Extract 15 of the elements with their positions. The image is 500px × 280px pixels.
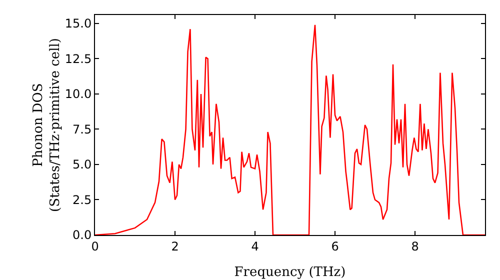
y-tick-label: 10.0	[64, 87, 92, 102]
y-tick-label: 12.5	[64, 52, 92, 66]
y-tick-label: 2.5	[72, 192, 92, 207]
y-tick-label: 15.0	[64, 16, 92, 31]
x-tick-label: 4	[251, 239, 259, 254]
y-tick-label: 7.5	[72, 122, 92, 136]
x-axis-title: Frequency (THz)	[234, 265, 346, 280]
line-series	[95, 24, 485, 235]
x-tick-label: 6	[331, 239, 339, 254]
x-tick-label: 2	[171, 239, 179, 254]
x-tick-label: 0	[91, 239, 99, 254]
y-tick-label: 5.0	[72, 158, 92, 172]
y-tick-label: 0.0	[72, 228, 92, 242]
y-axis-title: Phonon DOS (States/THz·primitive cell)	[30, 38, 63, 212]
x-tick-label: 8	[411, 239, 419, 254]
